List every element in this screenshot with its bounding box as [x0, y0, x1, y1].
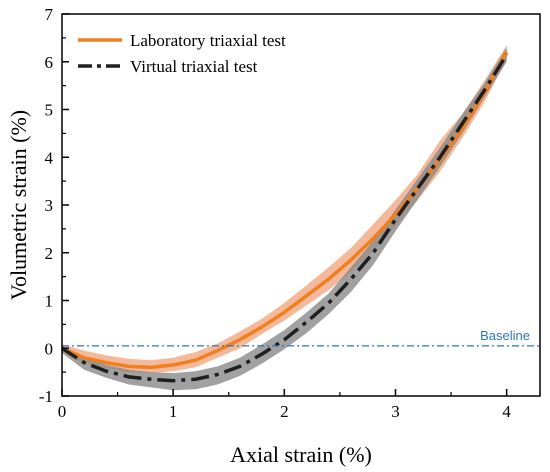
y-axis-title: Volumetric strain (%)	[6, 110, 31, 300]
x-axis-title: Axial strain (%)	[230, 442, 372, 467]
x-tick-label: 1	[169, 402, 178, 421]
y-tick-label: 3	[45, 196, 54, 215]
y-tick-label: 7	[45, 5, 54, 24]
y-tick-label: 0	[45, 339, 54, 358]
y-tick-label: 5	[45, 101, 54, 120]
line-series-1	[61, 53, 509, 383]
legend-label-0: Laboratory triaxial test	[130, 31, 286, 50]
band-series-0	[62, 45, 507, 374]
y-tick-label: 4	[45, 148, 54, 167]
y-tick-label: 2	[45, 244, 54, 263]
baseline-label: Baseline	[480, 328, 530, 343]
confidence-bands	[62, 45, 507, 391]
series-lines	[61, 51, 509, 383]
y-tick-label: 6	[45, 53, 54, 72]
x-axis-ticks: 0 1 2 3 4	[58, 389, 511, 421]
legend: Laboratory triaxial test Virtual triaxial…	[78, 31, 286, 76]
y-tick-label: 1	[45, 292, 54, 311]
x-tick-label: 3	[391, 402, 400, 421]
y-axis-ticks: -1 0 1 2 3 4 5 6 7	[39, 5, 69, 406]
x-tick-label: 2	[280, 402, 289, 421]
x-tick-label: 4	[502, 402, 511, 421]
x-tick-label: 0	[58, 402, 67, 421]
y-tick-label: -1	[39, 387, 53, 406]
legend-label-1: Virtual triaxial test	[130, 57, 258, 76]
line-series-0	[61, 51, 509, 370]
